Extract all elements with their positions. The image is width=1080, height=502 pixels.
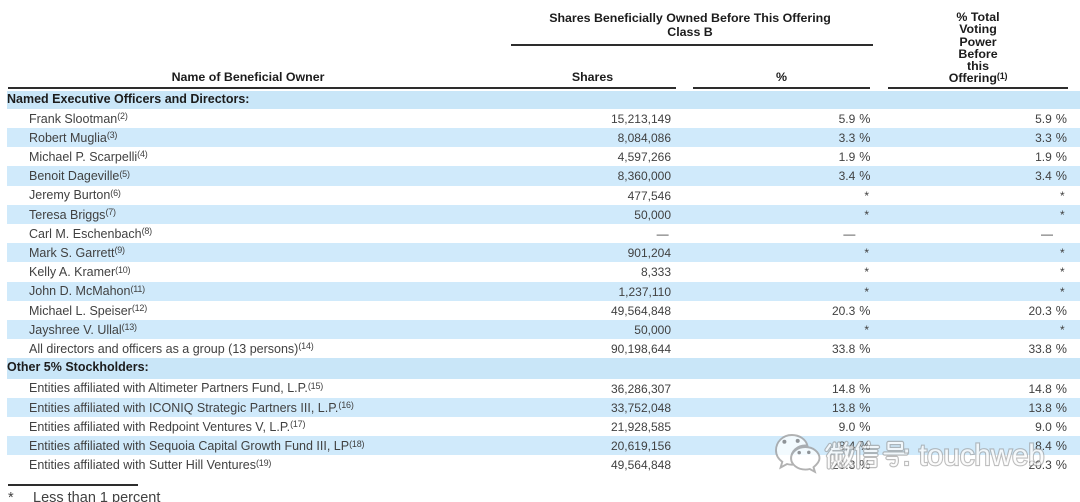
svg-text:: touchweb: : touchweb (903, 439, 1045, 472)
